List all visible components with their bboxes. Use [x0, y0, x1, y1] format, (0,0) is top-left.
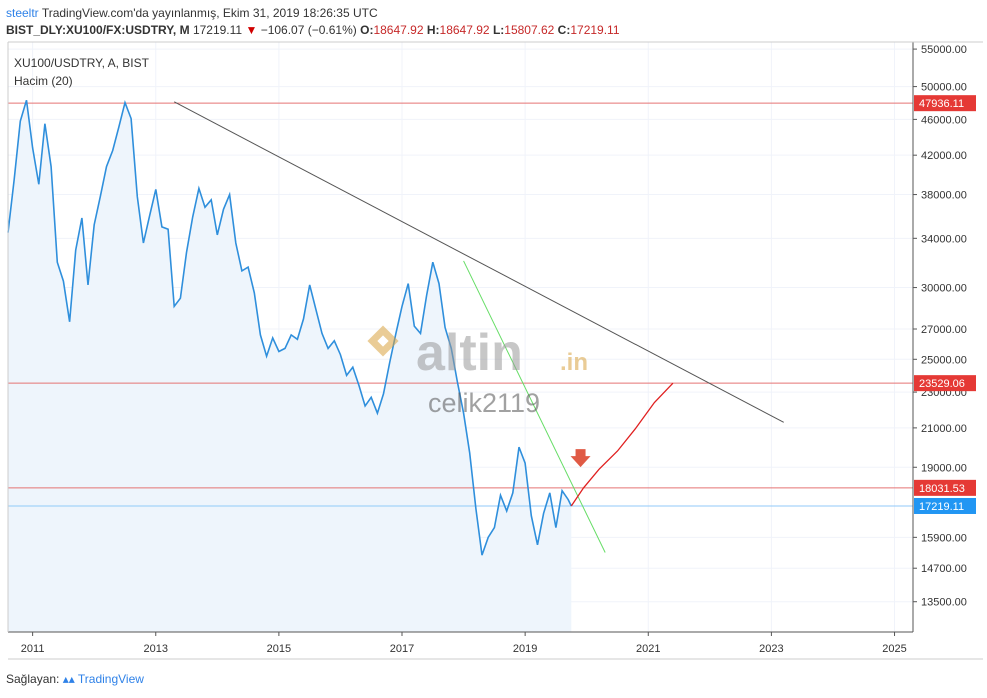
price-tag-label-1: 23529.06 — [919, 378, 965, 390]
price-tag-label-3: 17219.11 — [919, 501, 964, 513]
y-tick-label-14: 50000.00 — [921, 82, 967, 94]
down-triangle-icon: ▼ — [245, 23, 258, 37]
x-tick-label-7: 2025 — [882, 643, 906, 655]
close-label: C: — [557, 23, 571, 37]
legend-series[interactable]: XU100/USDTRY, A, BIST — [14, 56, 149, 70]
x-tick-label-5: 2021 — [636, 643, 660, 655]
x-tick-label-2: 2015 — [267, 643, 291, 655]
watermark-user: celik2119 — [428, 388, 540, 418]
legend-volume[interactable]: Hacim (20) — [14, 74, 73, 88]
price-area — [8, 100, 572, 632]
chart-legend: XU100/USDTRY, A, BIST Hacim (20) — [14, 54, 149, 90]
y-tick-label-5: 21000.00 — [921, 423, 967, 435]
author-link[interactable]: steeltr — [6, 6, 39, 20]
y-tick-label-4: 19000.00 — [921, 462, 967, 474]
provider-link[interactable]: TradingView — [77, 672, 144, 686]
price-line — [7, 99, 573, 556]
y-tick-label-8: 27000.00 — [921, 324, 967, 336]
published-text: TradingView.com'da yayınlanmış, Ekim 31,… — [41, 6, 378, 20]
price-tag-label-0: 47936.11 — [919, 98, 964, 110]
price-tag-bg-1 — [914, 375, 976, 392]
y-tick-label-9: 30000.00 — [921, 283, 967, 295]
y-tick-label-10: 34000.00 — [921, 233, 967, 245]
x-tick-label-0: 2011 — [21, 643, 45, 655]
low-value: 15807.62 — [504, 23, 555, 37]
symbol-label: BIST_DLY:XU100/FX:USDTRY, M — [6, 23, 190, 37]
price-tags: 47936.11 23529.06 18031.53 17219.11 — [914, 95, 976, 514]
x-tick-label-4: 2019 — [513, 643, 537, 655]
y-axis-labels[interactable]: 13500.00 14700.00 15900.00 19000.00 21000.00… — [913, 44, 967, 609]
x-axis-labels[interactable]: 2011 2013 2015 2017 2019 2021 2023 2025 — [21, 632, 907, 655]
watermark-logo-suffix: .in — [560, 349, 588, 376]
high-label: H: — [426, 23, 440, 37]
low-label: L: — [492, 23, 505, 37]
provider-label: Sağlayan: — [6, 672, 60, 686]
price-tag-bg-0 — [914, 95, 976, 112]
y-tick-label-15: 55000.00 — [921, 44, 967, 56]
ohlc-line: BIST_DLY:XU100/FX:USDTRY, M 17219.11 ▼ −… — [6, 23, 620, 37]
arrow-down-shape — [570, 449, 591, 468]
x-tick-label-3: 2017 — [390, 643, 414, 655]
tradingview-logo-icon: ▴▴ — [62, 672, 75, 686]
y-tick-label-12: 42000.00 — [921, 150, 967, 162]
watermark: altin .in celik2119 — [367, 324, 588, 418]
open-value: 18647.92 — [373, 23, 424, 37]
price-tag-bg-2 — [914, 479, 976, 496]
arrow-down-icon — [570, 449, 591, 468]
price-change: −106.07 (−0.61%) — [260, 23, 357, 37]
close-value: 17219.11 — [570, 23, 620, 37]
y-tick-label-11: 38000.00 — [921, 190, 967, 202]
last-price: 17219.11 — [192, 23, 243, 37]
x-tick-label-6: 2023 — [759, 643, 783, 655]
x-tick-label-1: 2013 — [144, 643, 168, 655]
chart-axes — [7, 41, 983, 660]
support-trendline[interactable] — [463, 260, 606, 553]
price-tag-label-2: 18031.53 — [919, 483, 965, 495]
price-tag-bg-3 — [914, 497, 976, 514]
y-tick-label-13: 46000.00 — [921, 114, 967, 126]
publish-header: steeltr TradingView.com'da yayınlanmış, … — [6, 6, 378, 21]
projection-curve[interactable] — [570, 382, 674, 507]
horizontal-levels — [8, 102, 913, 507]
resistance-trendline[interactable] — [173, 101, 784, 423]
y-tick-label-7: 25000.00 — [921, 354, 967, 366]
watermark-logo-text: altin — [416, 324, 523, 382]
y-tick-label-2: 15900.00 — [921, 532, 967, 544]
y-tick-label-1: 14700.00 — [921, 563, 967, 575]
footer: Sağlayan: ▴▴ TradingView — [6, 672, 144, 686]
open-label: O: — [360, 23, 374, 37]
high-value: 18647.92 — [439, 23, 490, 37]
altin-logo-icon — [367, 325, 399, 357]
y-tick-label-0: 13500.00 — [921, 597, 967, 609]
